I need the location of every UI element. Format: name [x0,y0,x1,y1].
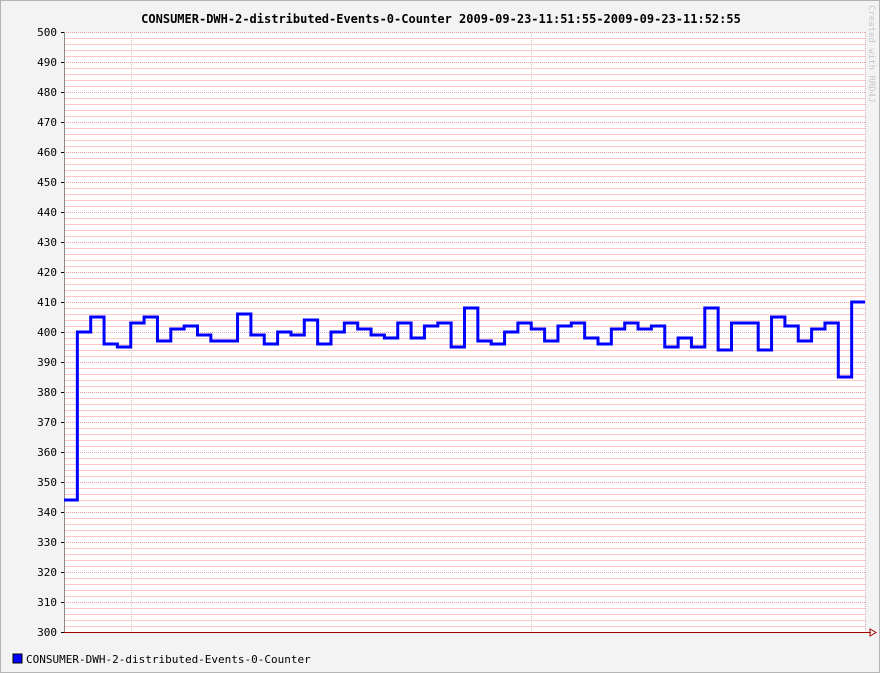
y-tick-label: 340 [37,506,57,519]
y-tick-label: 400 [37,326,57,339]
y-tick-label: 500 [37,26,57,39]
y-tick-label: 310 [37,596,57,609]
y-tick-label: 460 [37,146,57,159]
y-tick-label: 370 [37,416,57,429]
y-tick-label: 450 [37,176,57,189]
y-tick-label: 470 [37,116,57,129]
plot-area: 300 310 320 330 340 350 360 370 380 390 400 410 420 4… [37,26,877,639]
series-line [64,300,865,502]
y-tick-label: 390 [37,356,57,369]
y-tick-label: 300 [37,626,57,639]
y-tick-label: 430 [37,236,57,249]
y-tick-label: 490 [37,56,57,69]
legend-label: CONSUMER-DWH-2-distributed-Events-0-Coun… [26,653,311,666]
y-tick-label: 410 [37,296,57,309]
y-tick-label: 440 [37,206,57,219]
y-tick-label: 380 [37,386,57,399]
x-axis-arrow [869,628,877,637]
legend-swatch [12,653,23,664]
watermark: Created with RRD4J [866,5,876,103]
y-tick-label: 360 [37,446,57,459]
legend: CONSUMER-DWH-2-distributed-Events-0-Coun… [12,653,311,666]
y-tick-label: 480 [37,86,57,99]
y-tick-label: 330 [37,536,57,549]
y-tick-label: 420 [37,266,57,279]
y-tick-label: 350 [37,476,57,489]
chart-title: CONSUMER-DWH-2-distributed-Events-0-Coun… [141,12,741,26]
y-tick-label: 320 [37,566,57,579]
